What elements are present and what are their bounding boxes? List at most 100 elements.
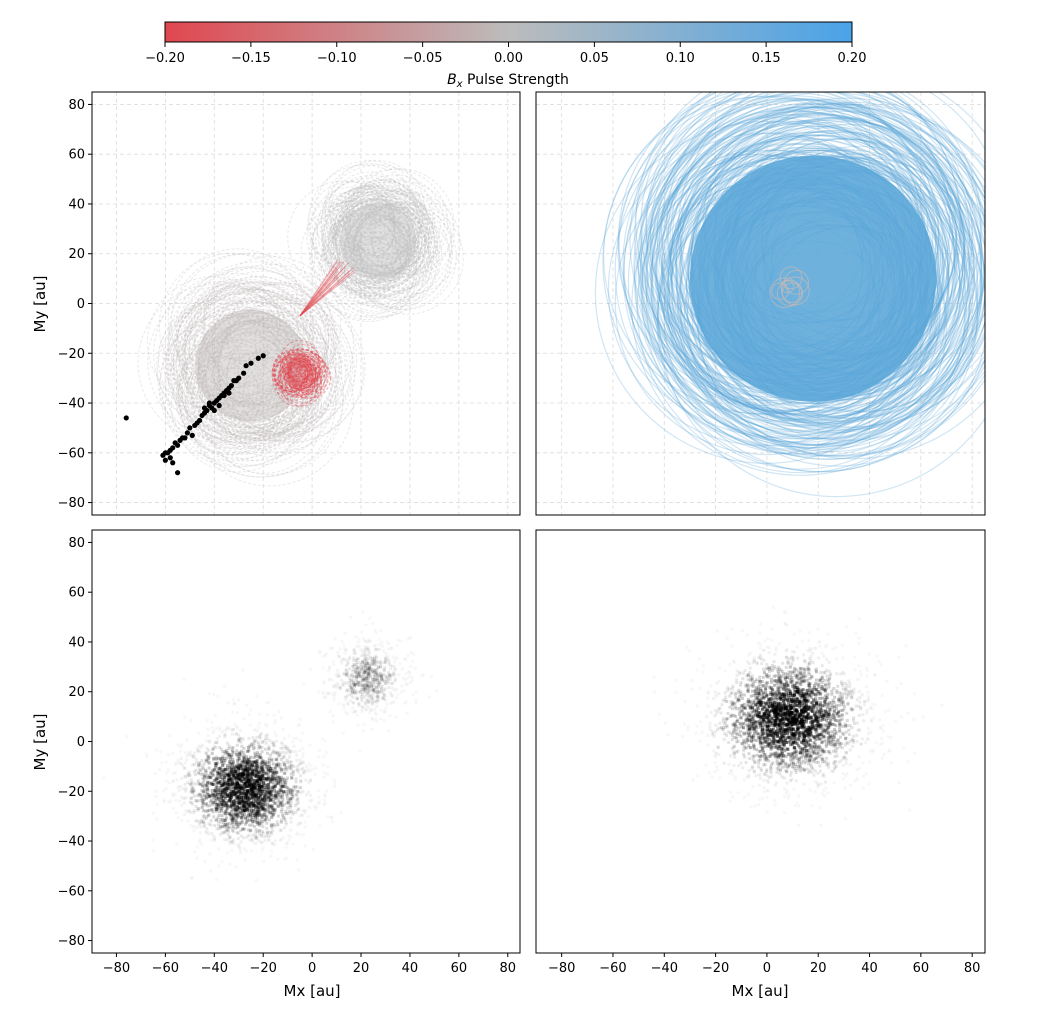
heatmap-cell [250, 793, 254, 797]
heatmap-cell [838, 691, 842, 695]
heatmap-cell [235, 820, 239, 824]
heatmap-cell [353, 671, 357, 675]
heatmap-cell [283, 785, 287, 789]
heatmap-cell [365, 661, 369, 665]
heatmap-cell [253, 765, 257, 769]
orbit-loop [660, 121, 966, 426]
heatmap-cell [302, 761, 306, 765]
heatmap-cell [246, 779, 250, 783]
heatmap-cell [784, 741, 788, 745]
heatmap-cell [267, 790, 271, 794]
heatmap-cell [372, 683, 376, 687]
heatmap-cell [176, 743, 179, 746]
heatmap-cell [304, 769, 308, 773]
heatmap-cell [812, 773, 816, 777]
heatmap-cell [393, 688, 397, 692]
orbit-loop [329, 197, 443, 310]
heatmap-cell [224, 803, 228, 807]
heatmap-cell [194, 773, 198, 777]
heatmap-cell [273, 750, 277, 754]
heatmap-cell [243, 785, 247, 789]
heatmap-cell [381, 677, 385, 681]
heatmap-cell [756, 715, 760, 719]
heatmap-cell [857, 690, 861, 694]
heatmap-cell [789, 706, 793, 710]
orbit-loop [284, 358, 316, 390]
heatmap-cell [374, 711, 377, 714]
heatmap-cell [844, 737, 848, 741]
heatmap-cell [770, 692, 774, 696]
heatmap-cell [816, 720, 820, 724]
heatmap-cell [231, 767, 235, 771]
heatmap-cell [265, 816, 269, 820]
heatmap-cell [284, 809, 288, 813]
heatmap-cell [795, 674, 799, 678]
heatmap-cell [802, 710, 806, 714]
heatmap-cell [243, 765, 247, 769]
heatmap-cell [815, 728, 819, 732]
heatmap-cell [253, 728, 257, 732]
heatmap-cell [350, 686, 354, 690]
heatmap-cell [842, 707, 846, 711]
orbit-loop [165, 280, 324, 439]
heatmap-cell [350, 688, 354, 692]
orbit-loop [310, 198, 416, 303]
heatmap-cell [774, 753, 778, 757]
heatmap-cell [279, 769, 283, 773]
heatmap-cell [806, 712, 810, 716]
heatmap-cell [407, 654, 410, 657]
heatmap-cell [234, 821, 238, 825]
heatmap-cell [260, 785, 264, 789]
heatmap-cell [850, 695, 854, 699]
heatmap-cell [375, 685, 379, 689]
heatmap-cell [255, 814, 259, 818]
heatmap-cell [245, 760, 249, 764]
heatmap-cell [216, 771, 220, 775]
heatmap-cell [197, 732, 200, 735]
heatmap-cell [409, 665, 412, 668]
heatmap-cell [808, 758, 812, 762]
heatmap-cell [807, 661, 811, 665]
orbit-loop [288, 354, 309, 376]
heatmap-cell [355, 675, 359, 679]
heatmap-cell [840, 681, 844, 685]
heatmap-cell [275, 758, 279, 762]
heatmap-cell [822, 717, 826, 721]
heatmap-cell [254, 830, 258, 834]
heatmap-cell [740, 741, 744, 745]
heatmap-cell [231, 826, 235, 830]
heatmap-cell [830, 739, 834, 743]
heatmap-cell [764, 687, 768, 691]
heatmap-cell [395, 688, 398, 691]
heatmap-cell [352, 674, 356, 678]
heatmap-cell [823, 728, 827, 732]
orbit-loop [352, 201, 453, 302]
heatmap-cell [746, 718, 750, 722]
heatmap-cell [326, 815, 329, 818]
heatmap-cell [262, 799, 266, 803]
heatmap-cell [246, 828, 250, 832]
heatmap-cell [226, 741, 230, 745]
heatmap-cell [243, 822, 247, 826]
heatmap-cell [270, 767, 274, 771]
orbit-loop [170, 339, 304, 473]
heatmap-cell [805, 678, 809, 682]
heatmap-cell [789, 697, 793, 701]
heatmap-cell [428, 695, 431, 698]
heatmap-cell [382, 649, 385, 652]
heatmap-cell [259, 793, 263, 797]
heatmap-cell [801, 724, 805, 728]
heatmap-cell [288, 803, 292, 807]
heatmap-cell [760, 727, 764, 731]
heatmap-cell [713, 690, 717, 694]
heatmap-cell [801, 675, 805, 679]
heatmap-cell [210, 781, 214, 785]
heatmap-cell [798, 720, 802, 724]
orbit-loop [183, 291, 319, 426]
heatmap-cell [232, 764, 236, 768]
heatmap-cell [237, 758, 241, 762]
heatmap-cell [281, 785, 285, 789]
heatmap-cell [230, 790, 234, 794]
heatmap-cell [215, 741, 219, 745]
orbit-loop [273, 357, 309, 393]
